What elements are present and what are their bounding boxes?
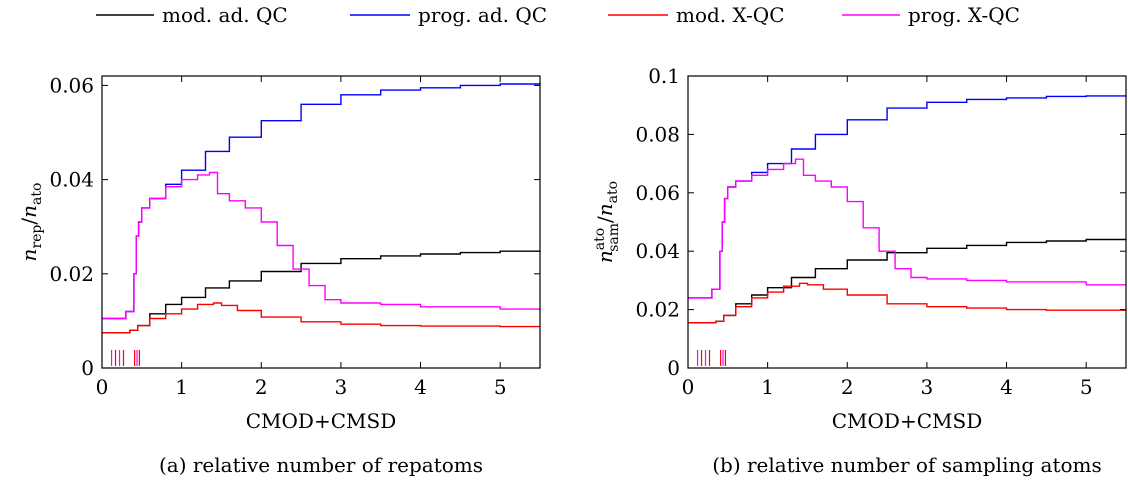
y-tick-label: 0.02 — [49, 262, 94, 286]
series-line-prog-ad-qc — [102, 83, 541, 320]
y-tick-label: 0.02 — [635, 298, 680, 322]
x-tick-label: 1 — [761, 375, 774, 399]
chart-repatoms: 0 1 2 3 4 500.020.040.06 nrep/nato CMOD+CMSD … — [17, 73, 541, 477]
x-tick-label: 3 — [335, 375, 348, 399]
y-tick-label: 0 — [81, 356, 94, 380]
y-tick-label: 0.04 — [635, 239, 680, 263]
legend-label-prog-ad-qc: prog. ad. QC — [418, 3, 547, 27]
chart-repatoms-xlabel: CMOD+CMSD — [246, 409, 397, 433]
chart-sampling-atoms-ticks: 0 1 2 3 4 5 0 0.02 0.04 0.06 0.08 0.1 — [635, 64, 1126, 399]
chart-repatoms-caption: (a) relative number of repatoms — [159, 453, 483, 477]
y-tick-label: 0.08 — [635, 122, 680, 146]
chart-repatoms-ticks: 0 1 2 3 4 5 0 0.02 0.04 0.06 — [49, 73, 540, 399]
x-tick-label: 5 — [1080, 375, 1093, 399]
series-line-mod-x-qc — [102, 302, 540, 334]
series-line-mod-x-qc — [688, 282, 1126, 324]
chart-sampling-atoms-plot-frame — [687, 75, 1127, 369]
legend-label-prog-x-qc: prog. X-QC — [908, 3, 1020, 27]
y-tick-label: 0.06 — [635, 181, 680, 205]
x-tick-label: 4 — [1000, 375, 1013, 399]
chart-sampling-atoms: 0 1 2 3 4 500.020.040.060.080.1 natosam/nato … — [592, 64, 1127, 477]
chart-sampling-atoms-caption: (b) relative number of sampling atoms — [712, 453, 1102, 477]
x-tick-label: 2 — [255, 375, 268, 399]
legend: mod. ad. QC prog. ad. QC mod. X-QC prog.… — [96, 3, 1020, 27]
series-line-prog-ad-qc — [688, 95, 1127, 299]
legend-label-mod-ad-qc: mod. ad. QC — [162, 3, 288, 27]
series-line-prog-x-qc — [688, 158, 1126, 299]
chart-sampling-atoms-marks — [688, 95, 1127, 366]
x-tick-label: 5 — [494, 375, 507, 399]
x-tick-label: 0 — [682, 375, 695, 399]
x-tick-label: 4 — [414, 375, 427, 399]
x-tick-label: 2 — [841, 375, 854, 399]
chart-sampling-atoms-xlabel: CMOD+CMSD — [832, 409, 983, 433]
y-tick-label: 0.04 — [49, 168, 94, 192]
chart-sampling-atoms-ylabel: natosam/nato — [592, 181, 622, 263]
x-tick-label: 0 — [96, 375, 109, 399]
x-tick-label: 1 — [175, 375, 188, 399]
chart-repatoms-marks — [102, 83, 541, 366]
y-tick-label: 0.1 — [648, 64, 680, 88]
chart-repatoms-plot-frame — [101, 75, 541, 369]
series-line-prog-x-qc — [102, 171, 541, 320]
y-tick-label: 0.06 — [49, 73, 94, 97]
legend-label-mod-x-qc: mod. X-QC — [676, 3, 785, 27]
y-tick-label: 0 — [667, 356, 680, 380]
series-line-mod-ad-qc — [102, 250, 541, 334]
x-tick-label: 3 — [921, 375, 934, 399]
chart-repatoms-ylabel: nrep/nato — [17, 183, 45, 262]
